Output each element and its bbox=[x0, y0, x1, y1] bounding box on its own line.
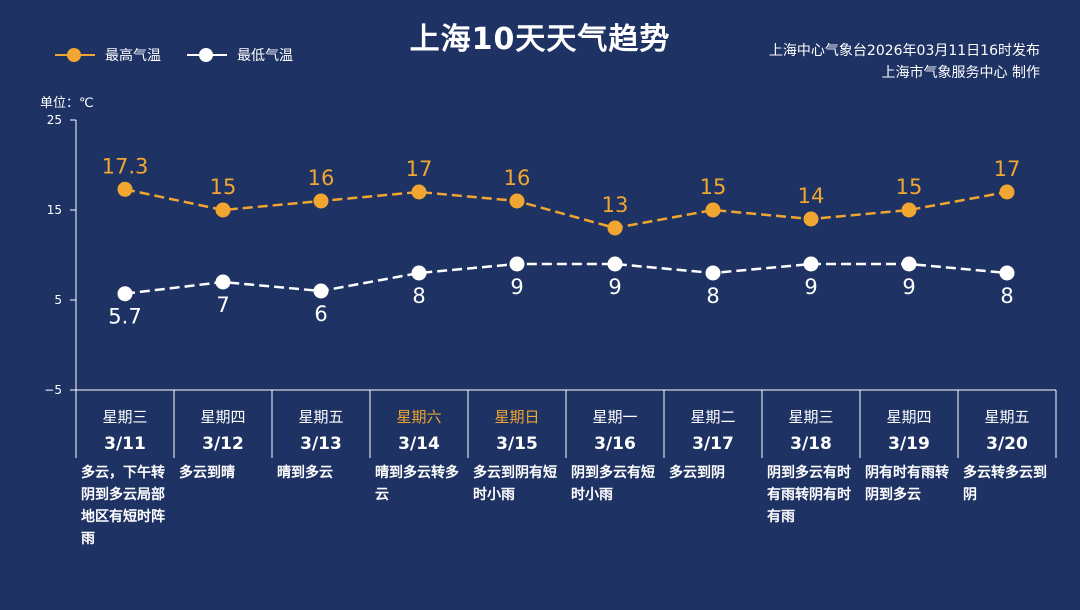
high-temp-point bbox=[215, 202, 231, 218]
low-temp-data-label: 5.7 bbox=[108, 305, 141, 329]
weather-description: 阴到多云有时有雨转阴有时有雨 bbox=[767, 465, 851, 525]
high-temp-point bbox=[901, 202, 917, 218]
high-temp-point bbox=[607, 220, 623, 236]
low-temp-data-label: 6 bbox=[314, 302, 327, 326]
high-temp-data-label: 17 bbox=[406, 157, 433, 181]
low-temp-point bbox=[607, 256, 623, 272]
high-temp-point bbox=[803, 211, 819, 227]
weather-description: 阴到多云有短时小雨 bbox=[571, 465, 655, 503]
low-temp-point bbox=[411, 265, 427, 281]
legend-low-label: 最低气温 bbox=[237, 48, 293, 64]
weekday-label: 星期一 bbox=[592, 408, 638, 426]
low-temp-point bbox=[705, 265, 721, 281]
low-temp-data-label: 8 bbox=[412, 284, 425, 308]
legend-high-label: 最高气温 bbox=[105, 48, 161, 64]
weekday-label: 星期二 bbox=[690, 408, 736, 426]
low-temp-point bbox=[117, 286, 133, 302]
x-tick-label-date: 3/14 bbox=[398, 434, 440, 454]
high-temp-data-label: 14 bbox=[798, 184, 825, 208]
page-title: 上海10天天气趋势 bbox=[409, 22, 671, 57]
source-credit: 上海中心气象台2026年03月11日16时发布 上海市气象服务中心 制作 bbox=[769, 40, 1040, 84]
high-temp-data-label: 17 bbox=[994, 157, 1021, 181]
low-temp-data-label: 8 bbox=[706, 284, 719, 308]
x-tick-label-date: 3/11 bbox=[104, 434, 146, 454]
y-tick-label: 25 bbox=[47, 113, 62, 127]
x-tick-label-date: 3/17 bbox=[692, 434, 734, 454]
weather-description: 晴到多云转多云 bbox=[375, 465, 459, 503]
series-line-high bbox=[124, 188, 1008, 230]
y-tick-label: −5 bbox=[44, 383, 62, 397]
high-temp-point bbox=[509, 193, 525, 209]
low-temp-point bbox=[313, 283, 329, 299]
low-temp-point bbox=[509, 256, 525, 272]
series-line-low bbox=[124, 262, 1008, 295]
chart-legend: 最高气温 最低气温 bbox=[55, 44, 319, 66]
low-temp-point bbox=[901, 256, 917, 272]
weather-description: 多云转多云到阴 bbox=[963, 465, 1047, 503]
weather-description: 阴有时有雨转阴到多云 bbox=[865, 465, 949, 503]
legend-item-high: 最高气温 bbox=[55, 45, 161, 65]
weekday-label: 星期三 bbox=[102, 408, 148, 426]
high-temp-point bbox=[117, 181, 133, 197]
low-temp-data-label: 9 bbox=[804, 275, 817, 299]
high-temp-point bbox=[999, 184, 1015, 200]
y-tick-label: 5 bbox=[54, 293, 62, 307]
high-temp-point bbox=[411, 184, 427, 200]
x-tick-label-date: 3/19 bbox=[888, 434, 930, 454]
weekday-label: 星期四 bbox=[200, 408, 246, 426]
high-temp-data-label: 16 bbox=[308, 166, 335, 190]
x-tick-label-date: 3/13 bbox=[300, 434, 342, 454]
weather-description: 多云到阴有短时小雨 bbox=[473, 465, 557, 503]
high-temp-point bbox=[313, 193, 329, 209]
low-temp-data-label: 9 bbox=[902, 275, 915, 299]
weather-description: 晴到多云 bbox=[277, 465, 333, 481]
x-tick-label-date: 3/20 bbox=[986, 434, 1028, 454]
legend-high-marker bbox=[55, 48, 95, 62]
high-temp-data-label: 15 bbox=[896, 175, 923, 199]
x-tick-label-date: 3/12 bbox=[202, 434, 244, 454]
x-tick-label-date: 3/15 bbox=[496, 434, 538, 454]
low-temp-data-label: 9 bbox=[510, 275, 523, 299]
low-temp-data-label: 9 bbox=[608, 275, 621, 299]
low-temp-point bbox=[803, 256, 819, 272]
high-temp-data-label: 16 bbox=[504, 166, 531, 190]
x-tick-label-date: 3/18 bbox=[790, 434, 832, 454]
y-axis-unit-label: 单位：℃ bbox=[40, 96, 94, 111]
low-temp-data-label: 8 bbox=[1000, 284, 1013, 308]
high-temp-data-label: 13 bbox=[602, 193, 629, 217]
low-temp-point bbox=[999, 265, 1015, 281]
weekday-label: 星期六 bbox=[396, 408, 442, 426]
weather-description: 多云到阴 bbox=[669, 465, 725, 481]
high-temp-data-label: 15 bbox=[210, 175, 237, 199]
legend-low-marker bbox=[187, 48, 227, 62]
legend-item-low: 最低气温 bbox=[187, 45, 293, 65]
source-producer-line: 上海市气象服务中心 制作 bbox=[881, 65, 1040, 81]
y-tick-label: 15 bbox=[47, 203, 62, 217]
high-temp-point bbox=[705, 202, 721, 218]
weather-description: 多云到晴 bbox=[179, 465, 235, 481]
high-temp-data-label: 15 bbox=[700, 175, 727, 199]
source-issue-line: 上海中心气象台2026年03月11日16时发布 bbox=[768, 43, 1040, 59]
weekday-label: 星期三 bbox=[788, 408, 834, 426]
x-tick-label-date: 3/16 bbox=[594, 434, 636, 454]
low-temp-data-label: 7 bbox=[216, 293, 229, 317]
weekday-label: 星期五 bbox=[298, 408, 344, 426]
weekday-label: 星期五 bbox=[984, 408, 1030, 426]
weekday-label: 星期四 bbox=[886, 408, 932, 426]
low-temp-point bbox=[215, 274, 231, 290]
high-temp-data-label: 17.3 bbox=[102, 154, 149, 178]
weekday-label: 星期日 bbox=[494, 408, 540, 426]
weather-description: 多云，下午转阴到多云局部地区有短时阵雨 bbox=[81, 465, 165, 547]
